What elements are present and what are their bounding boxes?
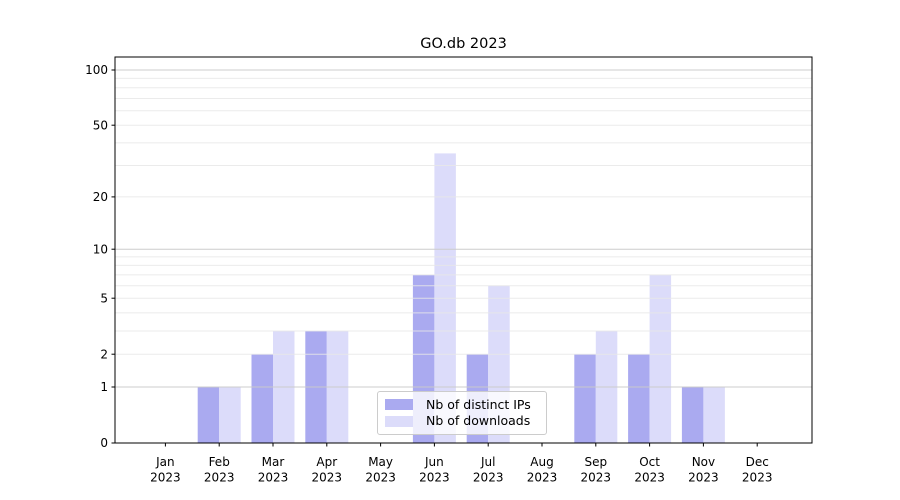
x-tick-label-year: 2023 <box>473 471 504 485</box>
x-tick-label-year: 2023 <box>312 471 343 485</box>
x-tick-label-year: 2023 <box>258 471 289 485</box>
x-tick-label-month: Aug <box>530 455 553 469</box>
y-tick-label: 10 <box>93 242 108 256</box>
bar-feb-distinct-ips <box>197 387 220 443</box>
x-tick-label-month: Jul <box>480 455 495 469</box>
x-tick-label-year: 2023 <box>419 471 450 485</box>
x-tick-label-year: 2023 <box>742 471 773 485</box>
y-tick-label: 50 <box>93 118 108 132</box>
y-tick-label: 2 <box>100 347 108 361</box>
bar-mar-distinct-ips <box>251 354 273 443</box>
legend-item-distinct-ips: Nb of distinct IPs <box>385 396 538 412</box>
x-tick-label-year: 2023 <box>204 471 235 485</box>
x-tick-label-year: 2023 <box>527 471 558 485</box>
chart-title: GO.db 2023 <box>420 36 507 52</box>
bar-oct-distinct-ips <box>628 354 650 443</box>
legend-label-distinct-ips: Nb of distinct IPs <box>426 396 531 412</box>
x-tick-label-year: 2023 <box>365 471 396 485</box>
legend-label-downloads: Nb of downloads <box>426 413 531 428</box>
legend-item-downloads: Nb of downloads <box>385 413 538 428</box>
bar-nov-distinct-ips <box>681 387 704 443</box>
bar-sep-distinct-ips <box>574 354 596 443</box>
y-tick-label: 20 <box>93 190 108 204</box>
x-tick-label-month: Apr <box>316 455 337 469</box>
bar-nov-downloads <box>703 387 725 443</box>
x-tick-label-year: 2023 <box>688 471 719 485</box>
x-tick-label-month: Nov <box>692 455 715 469</box>
x-tick-label-year: 2023 <box>581 471 612 485</box>
x-tick-label-month: May <box>368 455 393 469</box>
x-tick-label-month: Oct <box>639 455 660 469</box>
x-tick-label-month: Jan <box>155 455 175 469</box>
plot-border <box>114 56 813 444</box>
legend-swatch-distinct-ips <box>385 399 413 411</box>
bar-feb-downloads <box>219 387 241 443</box>
x-tick-label-month: Sep <box>584 455 607 469</box>
x-tick-label-year: 2023 <box>150 471 181 485</box>
y-tick-label: 100 <box>85 63 108 77</box>
y-tick-label: 0 <box>100 436 108 450</box>
y-tick-label: 5 <box>100 291 108 305</box>
legend-swatch-downloads <box>385 415 413 427</box>
x-tick-label-month: Dec <box>746 455 769 469</box>
y-tick-label: 1 <box>100 380 108 394</box>
x-tick-label-month: Feb <box>209 455 230 469</box>
x-tick-label-month: Jun <box>424 455 444 469</box>
x-tick-label-month: Mar <box>262 455 285 469</box>
bar-oct-downloads <box>649 274 672 443</box>
x-tick-label-year: 2023 <box>634 471 665 485</box>
legend: Nb of distinct IPs Nb of downloads <box>377 391 547 435</box>
